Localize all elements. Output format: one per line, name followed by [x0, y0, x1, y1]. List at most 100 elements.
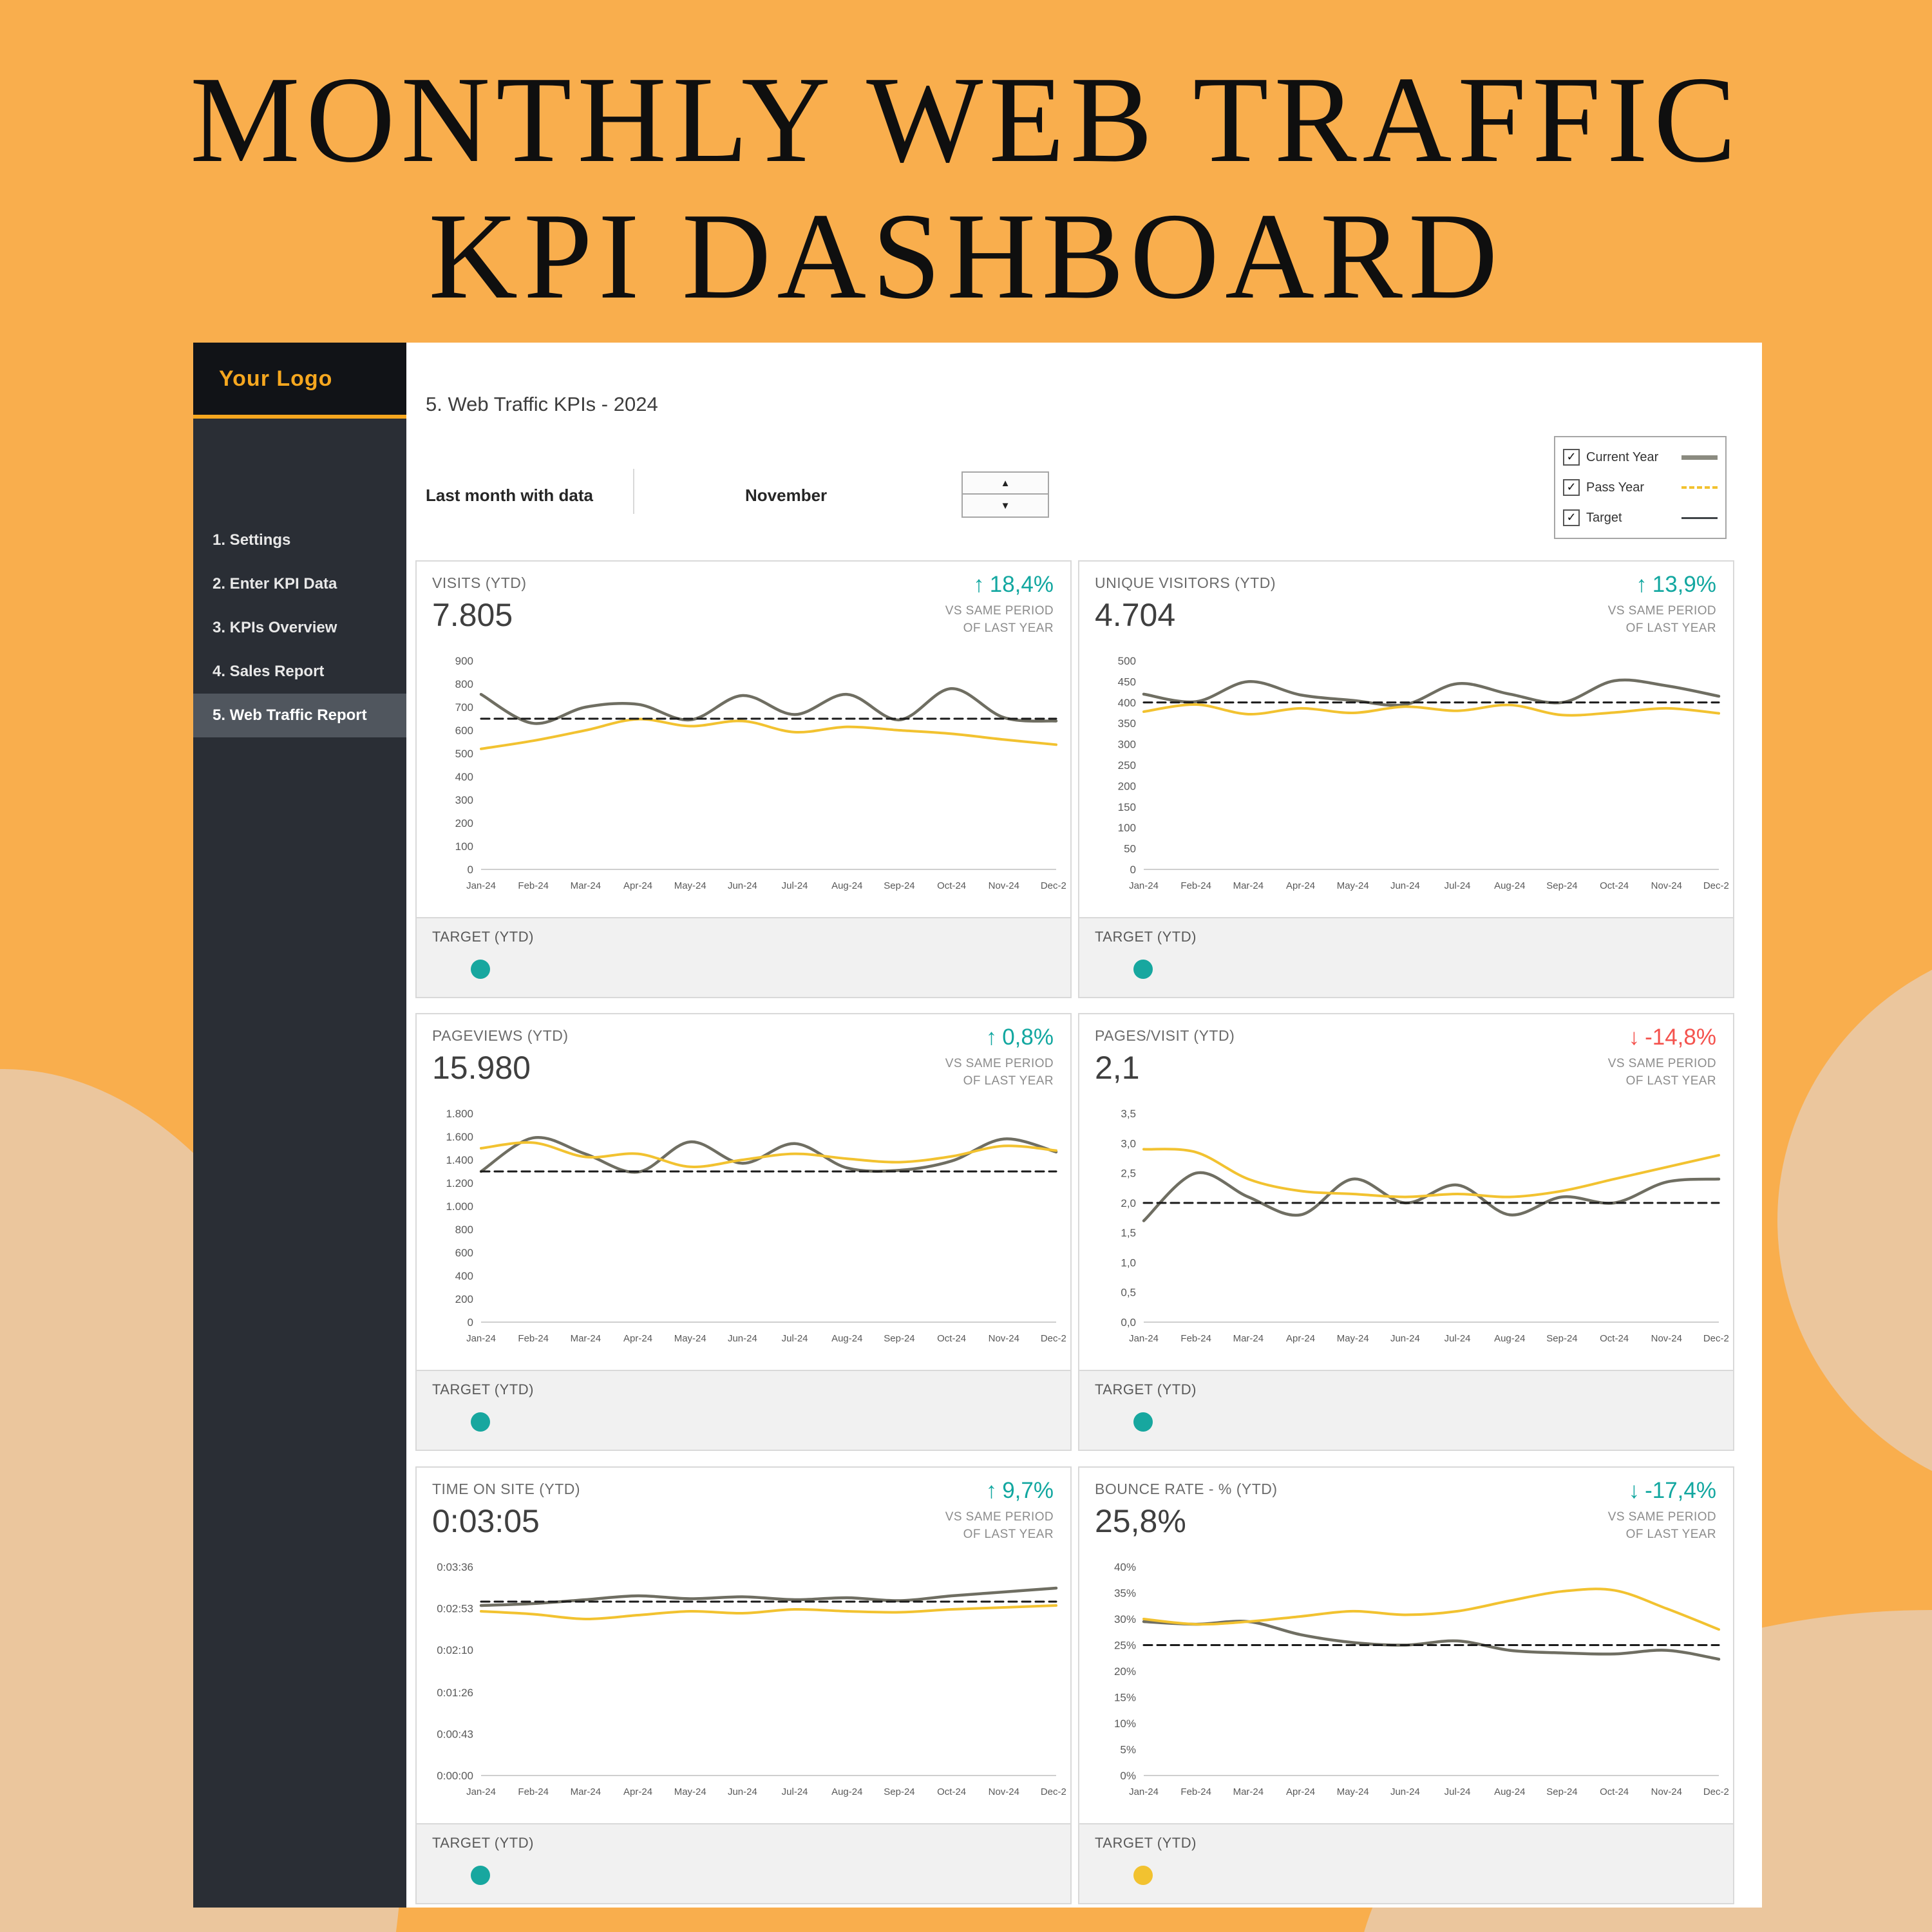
logo: Your Logo: [193, 343, 406, 419]
target-status-dot: [471, 1412, 490, 1432]
svg-text:150: 150: [1118, 801, 1136, 813]
target-status-dot: [1133, 1412, 1153, 1432]
kpi-panel-pageviews: PAGEVIEWS (YTD) 15.980 ↑ 0,8% VS SAME PER…: [415, 1013, 1072, 1451]
svg-text:Jul-24: Jul-24: [1444, 880, 1471, 891]
last-month-label: Last month with data: [426, 486, 593, 505]
svg-text:20%: 20%: [1114, 1665, 1136, 1678]
delta-value: 13,9%: [1652, 572, 1716, 597]
target-strip: TARGET (YTD): [1079, 917, 1733, 997]
svg-text:Nov-24: Nov-24: [989, 1786, 1019, 1797]
kpi-title: BOUNCE RATE - % (YTD): [1095, 1481, 1278, 1497]
vs-line2: OF LAST YEAR: [1625, 1527, 1716, 1541]
kpi-title: UNIQUE VISITORS (YTD): [1095, 574, 1276, 591]
kpi-vs-label: VS SAME PERIOD OF LAST YEAR: [1608, 603, 1716, 637]
kpi-line-chart: 0 50 100 150 200 250 300 350 400 450 500 Jan-24 Feb-…: [1118, 655, 1728, 891]
svg-text:0:01:26: 0:01:26: [437, 1687, 473, 1699]
delta-arrow-icon: ↑: [985, 1478, 998, 1503]
svg-text:3,5: 3,5: [1121, 1108, 1136, 1120]
svg-text:1,5: 1,5: [1121, 1227, 1136, 1239]
legend-checkbox-pass-year[interactable]: ✓: [1563, 479, 1580, 496]
kpi-delta: ↑ 9,7%: [986, 1478, 1054, 1504]
svg-text:Jan-24: Jan-24: [1129, 880, 1159, 891]
svg-text:Feb-24: Feb-24: [518, 880, 549, 891]
poster-title-line1: MONTHLY WEB TRAFFIC: [190, 51, 1742, 188]
poster-title-line2: KPI DASHBOARD: [428, 187, 1504, 325]
sidebar-item-web-traffic-report[interactable]: 5. Web Traffic Report: [193, 694, 406, 737]
kpi-title: TIME ON SITE (YTD): [432, 1481, 581, 1497]
vs-line1: VS SAME PERIOD: [945, 604, 1054, 618]
target-label: TARGET (YTD): [1095, 1835, 1197, 1851]
background-blob-right: [1777, 937, 1932, 1504]
svg-text:Apr-24: Apr-24: [1286, 880, 1315, 891]
svg-text:Aug-24: Aug-24: [831, 1333, 862, 1344]
vs-line2: OF LAST YEAR: [1625, 1074, 1716, 1088]
vs-line1: VS SAME PERIOD: [1607, 604, 1716, 618]
legend-label-current-year: Current Year: [1586, 450, 1659, 464]
kpi-value: 15.980: [432, 1050, 531, 1086]
svg-text:100: 100: [455, 840, 473, 853]
svg-text:Sep-24: Sep-24: [1546, 880, 1577, 891]
svg-text:Apr-24: Apr-24: [1286, 1786, 1315, 1797]
sidebar-item-sales-report[interactable]: 4. Sales Report: [213, 663, 325, 680]
svg-text:0: 0: [1130, 864, 1136, 876]
kpi-value: 4.704: [1095, 597, 1176, 633]
legend-row-current-year: ✓ Current Year: [1563, 444, 1718, 471]
svg-text:1,0: 1,0: [1121, 1256, 1136, 1269]
svg-text:40%: 40%: [1114, 1561, 1136, 1573]
svg-text:0:02:10: 0:02:10: [437, 1644, 473, 1656]
delta-arrow-icon: ↑: [973, 572, 985, 597]
target-strip: TARGET (YTD): [1079, 1823, 1733, 1903]
svg-text:500: 500: [1118, 655, 1136, 667]
svg-text:Jul-24: Jul-24: [782, 1333, 808, 1344]
legend-checkbox-current-year[interactable]: ✓: [1563, 449, 1580, 466]
svg-text:800: 800: [455, 678, 473, 690]
legend-checkbox-target[interactable]: ✓: [1563, 509, 1580, 526]
svg-text:Oct-24: Oct-24: [937, 1333, 966, 1344]
svg-text:Oct-24: Oct-24: [937, 880, 966, 891]
svg-text:1.600: 1.600: [446, 1131, 473, 1143]
svg-text:Sep-24: Sep-24: [884, 1786, 914, 1797]
svg-text:0: 0: [468, 1316, 473, 1329]
kpi-delta: ↓ -14,8%: [1629, 1025, 1716, 1050]
spinner-down-button[interactable]: ▼: [963, 495, 1048, 516]
svg-text:Oct-24: Oct-24: [1600, 1786, 1629, 1797]
svg-text:Aug-24: Aug-24: [1494, 1786, 1525, 1797]
sidebar-item-enter-kpi-data[interactable]: 2. Enter KPI Data: [213, 575, 337, 592]
svg-text:Nov-24: Nov-24: [1651, 880, 1682, 891]
svg-text:Jul-24: Jul-24: [1444, 1786, 1471, 1797]
svg-text:Jun-24: Jun-24: [728, 880, 757, 891]
spinner-up-button[interactable]: ▲: [963, 473, 1048, 495]
svg-text:Oct-24: Oct-24: [1600, 880, 1629, 891]
target-status-dot: [471, 1866, 490, 1885]
svg-text:800: 800: [455, 1224, 473, 1236]
svg-text:300: 300: [455, 794, 473, 806]
month-select[interactable]: November: [745, 486, 828, 505]
svg-text:May-24: May-24: [674, 880, 706, 891]
svg-text:May-24: May-24: [674, 1786, 706, 1797]
target-status-dot: [1133, 960, 1153, 979]
svg-text:Dec-24: Dec-24: [1703, 1786, 1728, 1797]
svg-text:30%: 30%: [1114, 1613, 1136, 1625]
legend-label-target: Target: [1586, 510, 1622, 525]
target-strip: TARGET (YTD): [417, 1823, 1070, 1903]
svg-text:Mar-24: Mar-24: [571, 1786, 601, 1797]
svg-text:0: 0: [468, 864, 473, 876]
svg-text:Jun-24: Jun-24: [728, 1786, 757, 1797]
sidebar: Your Logo 1. Settings 2. Enter KPI Data …: [193, 343, 406, 1908]
svg-text:400: 400: [1118, 697, 1136, 709]
delta-value: -14,8%: [1645, 1025, 1716, 1050]
svg-text:Jan-24: Jan-24: [466, 1786, 496, 1797]
svg-text:Aug-24: Aug-24: [1494, 1333, 1525, 1344]
sidebar-menu: 1. Settings 2. Enter KPI Data 3. KPIs Ov…: [193, 518, 406, 737]
svg-text:900: 900: [455, 655, 473, 667]
target-status-dot: [471, 960, 490, 979]
svg-text:Jun-24: Jun-24: [1390, 1786, 1420, 1797]
kpi-delta: ↓ -17,4%: [1629, 1478, 1716, 1504]
sidebar-item-settings[interactable]: 1. Settings: [213, 531, 291, 549]
svg-text:Nov-24: Nov-24: [1651, 1333, 1682, 1344]
svg-text:600: 600: [455, 724, 473, 737]
svg-text:600: 600: [455, 1247, 473, 1259]
svg-text:Aug-24: Aug-24: [1494, 880, 1525, 891]
svg-text:Feb-24: Feb-24: [1180, 880, 1211, 891]
sidebar-item-kpis-overview[interactable]: 3. KPIs Overview: [213, 619, 337, 636]
